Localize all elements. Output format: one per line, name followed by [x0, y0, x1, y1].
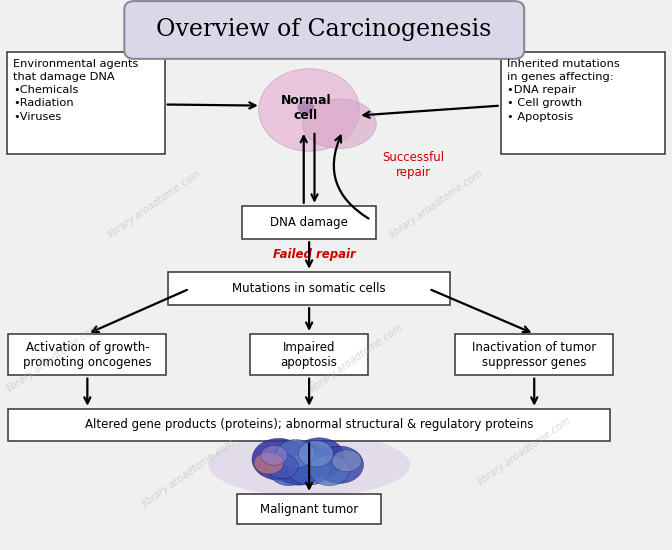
Ellipse shape — [269, 455, 309, 486]
Text: Environmental agents
that damage DNA
•Chemicals
•Radiation
•Viruses: Environmental agents that damage DNA •Ch… — [13, 59, 139, 122]
Text: Failed repair: Failed repair — [273, 248, 356, 261]
Text: Impaired
apoptosis: Impaired apoptosis — [281, 341, 337, 368]
Ellipse shape — [259, 69, 360, 151]
Ellipse shape — [298, 441, 333, 467]
Text: Successful
repair: Successful repair — [382, 151, 444, 179]
Text: library.aroadtome.com: library.aroadtome.com — [140, 437, 237, 509]
FancyBboxPatch shape — [7, 52, 165, 154]
Ellipse shape — [302, 99, 376, 148]
Text: library.aroadtome.com: library.aroadtome.com — [308, 321, 405, 394]
FancyBboxPatch shape — [237, 494, 382, 525]
FancyBboxPatch shape — [9, 334, 166, 375]
FancyBboxPatch shape — [455, 334, 613, 375]
Text: Malignant tumor: Malignant tumor — [260, 503, 358, 516]
Ellipse shape — [332, 450, 362, 472]
Ellipse shape — [266, 454, 298, 478]
Ellipse shape — [294, 438, 345, 477]
Text: Mutations in somatic cells: Mutations in somatic cells — [233, 282, 386, 295]
FancyBboxPatch shape — [168, 272, 450, 305]
Ellipse shape — [271, 441, 327, 485]
Text: Overview of Carcinogenesis: Overview of Carcinogenesis — [156, 18, 492, 41]
Ellipse shape — [309, 455, 349, 486]
Text: DNA damage: DNA damage — [270, 216, 348, 229]
Text: Normal
cell: Normal cell — [280, 95, 331, 122]
FancyBboxPatch shape — [9, 409, 610, 441]
Text: library.aroadtome.com: library.aroadtome.com — [5, 321, 102, 394]
Text: Altered gene products (proteins); abnormal structural & regulatory proteins: Altered gene products (proteins); abnorm… — [85, 418, 534, 431]
Ellipse shape — [315, 446, 364, 483]
Text: library.aroadtome.com: library.aroadtome.com — [476, 415, 573, 487]
Text: Inactivation of tumor
suppressor genes: Inactivation of tumor suppressor genes — [472, 341, 596, 368]
Ellipse shape — [277, 439, 314, 468]
FancyBboxPatch shape — [124, 1, 524, 59]
FancyBboxPatch shape — [251, 334, 368, 375]
Ellipse shape — [288, 452, 331, 485]
Ellipse shape — [208, 433, 410, 496]
Text: library.aroadtome.com: library.aroadtome.com — [106, 167, 203, 240]
Ellipse shape — [254, 452, 284, 474]
FancyBboxPatch shape — [501, 52, 665, 154]
Ellipse shape — [252, 438, 306, 480]
Text: Activation of growth-
promoting oncogenes: Activation of growth- promoting oncogene… — [23, 341, 152, 368]
FancyBboxPatch shape — [242, 206, 376, 239]
Text: library.aroadtome.com: library.aroadtome.com — [388, 167, 485, 240]
Text: Inherited mutations
in genes affecting:
•DNA repair
• Cell growth
• Apoptosis: Inherited mutations in genes affecting: … — [507, 59, 620, 122]
Ellipse shape — [297, 100, 314, 114]
Ellipse shape — [261, 446, 288, 465]
